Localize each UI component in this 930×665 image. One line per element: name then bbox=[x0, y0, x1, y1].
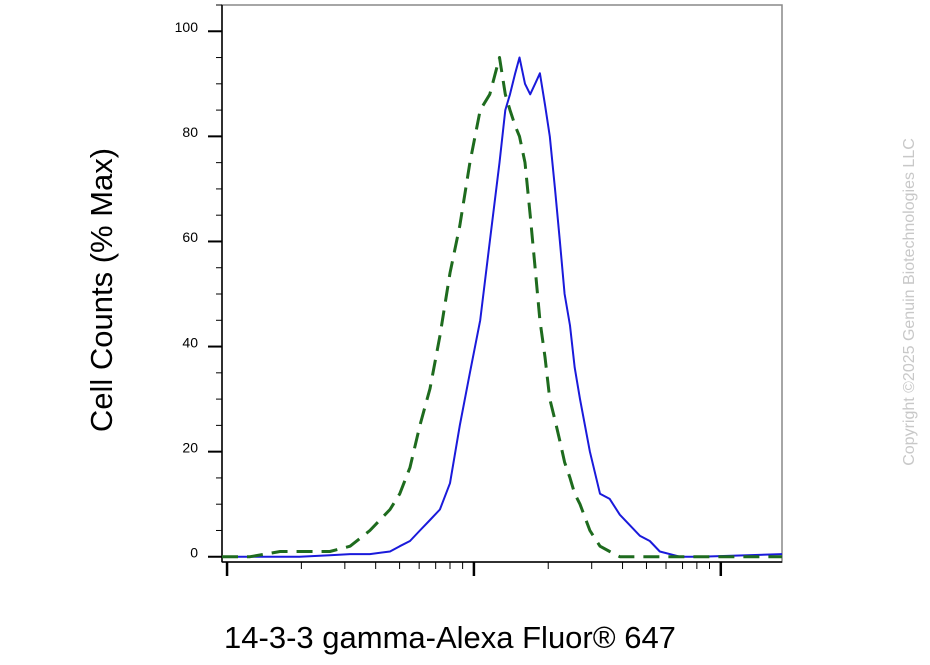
y-axis-title: Cell Counts (% Max) bbox=[84, 148, 119, 432]
y-tick-label: 0 bbox=[190, 544, 198, 560]
y-tick-label: 80 bbox=[182, 124, 198, 140]
copyright: Copyright ©2025 Genuin Biotechnologies L… bbox=[901, 138, 918, 466]
y-tick-label: 60 bbox=[182, 229, 198, 245]
plot-frame bbox=[221, 4, 783, 563]
y-tick-label: 20 bbox=[182, 439, 198, 455]
x-axis-title: 14-3-3 gamma-Alexa Fluor® 647 bbox=[224, 620, 676, 655]
solid-histogram bbox=[222, 56, 783, 558]
y-tick-label: 40 bbox=[182, 334, 198, 350]
y-tick-label: 100 bbox=[175, 19, 199, 35]
